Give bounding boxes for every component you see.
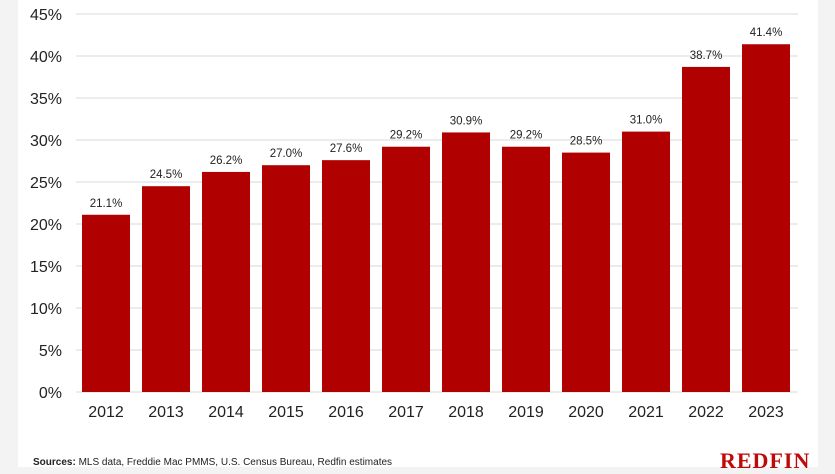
- bar: [322, 160, 370, 392]
- x-tick-label: 2019: [508, 404, 544, 421]
- x-tick-label: 2022: [688, 404, 724, 421]
- bar: [82, 214, 130, 392]
- y-tick-label: 0%: [39, 385, 62, 402]
- bar: [682, 66, 730, 393]
- data-label: 30.9%: [450, 115, 483, 127]
- x-tick-label: 2021: [628, 404, 664, 421]
- y-tick-label: 45%: [30, 7, 62, 24]
- data-label: 24.5%: [150, 169, 183, 181]
- y-tick-label: 30%: [30, 133, 62, 150]
- x-tick-label: 2012: [88, 404, 124, 421]
- y-tick-label: 15%: [30, 259, 62, 276]
- bar: [562, 152, 610, 392]
- x-tick-label: 2018: [448, 404, 484, 421]
- x-tick-label: 2014: [208, 404, 244, 421]
- y-tick-label: 35%: [30, 91, 62, 108]
- y-tick-label: 40%: [30, 49, 62, 66]
- x-tick-label: 2023: [748, 404, 784, 421]
- y-tick-label: 5%: [39, 343, 62, 360]
- bar: [502, 146, 550, 392]
- data-label: 27.6%: [330, 143, 363, 155]
- x-tick-label: 2015: [268, 404, 304, 421]
- x-tick-label: 2016: [328, 404, 364, 421]
- bar: [262, 165, 310, 392]
- x-tick-label: 2020: [568, 404, 604, 421]
- data-label: 31.0%: [630, 115, 663, 127]
- bar: [622, 131, 670, 392]
- bar: [742, 44, 790, 393]
- data-label: 41.4%: [750, 27, 783, 39]
- data-label: 27.0%: [270, 148, 303, 160]
- data-label: 21.1%: [90, 198, 123, 210]
- data-label: 26.2%: [210, 155, 243, 167]
- data-label: 29.2%: [510, 130, 543, 142]
- data-label: 28.5%: [570, 136, 603, 148]
- y-tick-label: 25%: [30, 175, 62, 192]
- bar: [202, 171, 250, 392]
- data-label: 38.7%: [690, 50, 723, 62]
- bar: [382, 146, 430, 392]
- x-tick-label: 2013: [148, 404, 184, 421]
- y-tick-label: 20%: [30, 217, 62, 234]
- y-tick-label: 10%: [30, 301, 62, 318]
- x-tick-label: 2017: [388, 404, 424, 421]
- data-label: 29.2%: [390, 130, 423, 142]
- bar: [142, 186, 190, 392]
- bar: [442, 132, 490, 392]
